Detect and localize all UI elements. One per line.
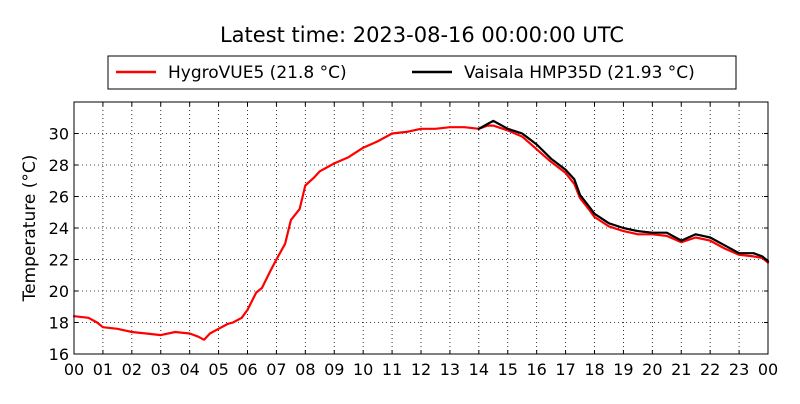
x-tick-label: 16: [526, 360, 546, 379]
x-tick-label: 06: [237, 360, 257, 379]
x-tick-label: 09: [324, 360, 344, 379]
series-line-vaisala: [477, 119, 770, 263]
x-tick-label: 05: [208, 360, 228, 379]
y-axis-ticks: 16 18 20 22 24 26 28 30: [49, 125, 768, 364]
chart-legend: HygroVUE5 (21.8 °C) Vaisala HMP35D (21.9…: [107, 55, 737, 90]
x-tick-label: 22: [700, 360, 720, 379]
x-tick-label: 00: [64, 360, 84, 379]
x-tick-label: 15: [498, 360, 518, 379]
y-tick-label: 26: [49, 188, 69, 207]
x-tick-label: 04: [179, 360, 199, 379]
y-tick-label: 30: [49, 125, 69, 144]
y-axis-label: Temperature (°C): [20, 155, 40, 303]
x-tick-label: 18: [584, 360, 604, 379]
x-tick-label: 12: [411, 360, 431, 379]
x-tick-label: 08: [295, 360, 315, 379]
x-tick-label: 11: [382, 360, 402, 379]
series-layer: [72, 119, 770, 341]
x-tick-label: 17: [555, 360, 575, 379]
x-tick-label: 07: [266, 360, 286, 379]
grid-lines: [74, 102, 768, 354]
legend-label-hygrovue5: HygroVUE5 (21.8 °C): [168, 63, 347, 83]
x-tick-label: 00: [758, 360, 778, 379]
x-tick-label: 03: [151, 360, 171, 379]
x-axis-ticks: 00 01 02 03 04 05 06 07 08 09 10 11 12 13 14 15 16 17 18 19…: [64, 102, 778, 379]
x-tick-label: 10: [353, 360, 373, 379]
y-tick-label: 18: [49, 314, 69, 333]
x-tick-label: 01: [93, 360, 113, 379]
x-tick-label: 14: [469, 360, 489, 379]
y-tick-label: 16: [49, 345, 69, 364]
legend-label-vaisala: Vaisala HMP35D (21.93 °C): [464, 63, 695, 83]
x-tick-label: 13: [440, 360, 460, 379]
chart-title: Latest time: 2023-08-16 00:00:00 UTC: [220, 23, 624, 47]
y-tick-label: 28: [49, 156, 69, 175]
x-tick-label: 20: [642, 360, 662, 379]
y-tick-label: 20: [49, 282, 69, 301]
x-tick-label: 02: [122, 360, 142, 379]
y-tick-label: 22: [49, 251, 69, 270]
x-tick-label: 21: [671, 360, 691, 379]
x-tick-label: 23: [729, 360, 749, 379]
y-tick-label: 24: [49, 219, 69, 238]
x-tick-label: 19: [613, 360, 633, 379]
series-line-hygrovue5: [72, 124, 770, 341]
